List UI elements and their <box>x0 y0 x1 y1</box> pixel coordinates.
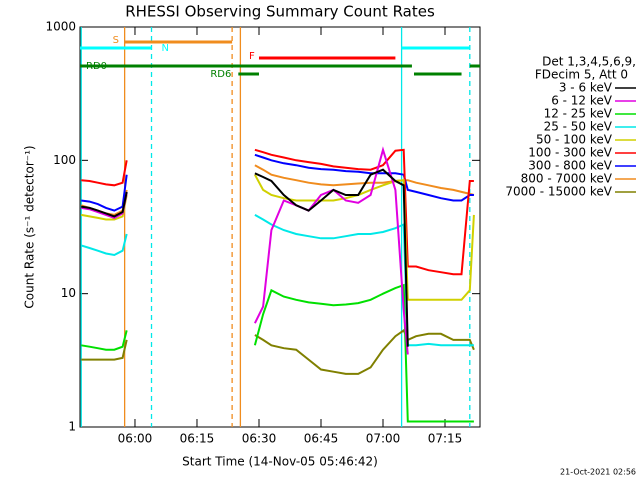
y-tick-label: 1 <box>68 420 76 434</box>
legend-label: 50 - 100 keV <box>536 133 613 147</box>
plot-frame <box>79 26 481 428</box>
x-tick-label: 07:15 <box>428 432 463 446</box>
series-line <box>80 214 474 347</box>
legend-label: 800 - 7000 keV <box>521 172 613 186</box>
legend-label: 300 - 800 keV <box>528 159 612 173</box>
x-axis-label: Start Time (14-Nov-05 05:46:42) <box>182 455 378 469</box>
legend-label: 25 - 50 keV <box>544 120 613 134</box>
flag-label: RD0 <box>86 61 107 72</box>
series-line <box>81 328 475 375</box>
x-tick-label: 06:00 <box>118 432 153 446</box>
legend-header: Det 1,3,4,5,6,9, <box>542 55 636 69</box>
y-tick-label: 100 <box>53 153 76 167</box>
series-line <box>81 148 474 276</box>
flag-label: F <box>249 51 255 62</box>
legend-label: 100 - 300 keV <box>528 146 612 160</box>
y-tick-label: 1000 <box>45 20 76 34</box>
legend-label: 3 - 6 keV <box>559 81 613 95</box>
series-line <box>80 164 475 216</box>
series-line <box>81 168 409 347</box>
legend-header: FDecim 5, Att 0 <box>535 68 628 82</box>
flag-label: RD6 <box>210 69 231 80</box>
series-line <box>81 174 475 301</box>
legend-label: 12 - 25 keV <box>544 107 613 121</box>
flag-label: S <box>113 35 119 46</box>
y-tick-label: 10 <box>61 286 76 300</box>
x-tick-label: 06:15 <box>180 432 215 446</box>
series-line <box>81 146 409 355</box>
legend-label: 7000 - 15000 keV <box>505 185 612 199</box>
footer: 21-Oct-2021 02:56 <box>560 468 636 477</box>
chart-title: RHESSI Observing Summary Count Rates <box>125 3 435 21</box>
x-tick-label: 06:45 <box>304 432 339 446</box>
flag-label: N <box>162 43 169 54</box>
legend-label: 6 - 12 keV <box>551 94 613 108</box>
y-axis-label: Count Rate (s⁻¹ detector⁻¹) <box>23 145 37 308</box>
series-line <box>81 283 474 423</box>
x-tick-label: 06:30 <box>242 432 277 446</box>
x-tick-label: 07:00 <box>366 432 401 446</box>
